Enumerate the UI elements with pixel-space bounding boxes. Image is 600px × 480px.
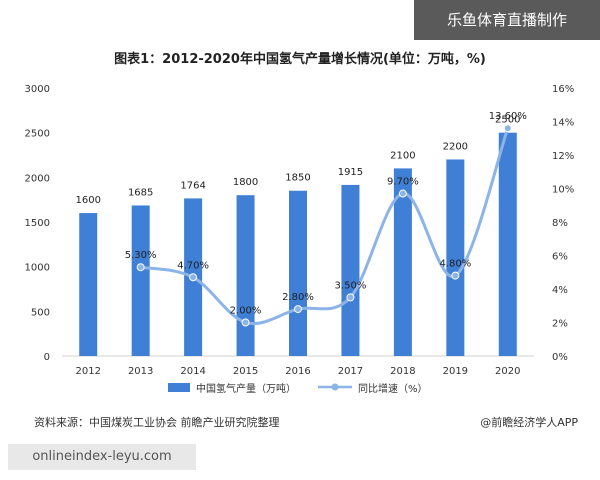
watermark-banner: 乐鱼体育直播制作 [414, 0, 600, 40]
legend-bar-swatch [168, 383, 190, 392]
x-tick-label: 2013 [128, 366, 153, 377]
bar [131, 205, 150, 356]
x-tick-label: 2019 [443, 366, 468, 377]
growth-value-label: 2.80% [282, 292, 314, 303]
x-tick-label: 2014 [180, 366, 205, 377]
y-left-tick-label: 0 [44, 352, 50, 363]
growth-value-label: 3.50% [335, 280, 367, 291]
growth-value-label: 2.00% [230, 306, 262, 317]
chart: 0 500 1000 1500 2000 2500 3000 0% 2% 4% 6% 8% 10% 12%… [25, 84, 575, 395]
y-right-tick-label: 0% [552, 352, 568, 363]
bar [446, 159, 465, 356]
growth-value-label: 4.70% [177, 260, 209, 271]
growth-point [451, 271, 460, 280]
x-tick-label: 2012 [75, 366, 100, 377]
y-right-tick-label: 12% [552, 151, 574, 162]
bar-value-label: 1685 [128, 187, 153, 198]
y-left-tick-label: 3000 [25, 84, 50, 95]
growth-value-label: 5.30% [125, 250, 157, 261]
x-tick-label: 2020 [495, 366, 520, 377]
growth-point [241, 318, 250, 327]
bar-value-label: 1800 [233, 177, 258, 188]
bar-value-label: 2200 [443, 141, 468, 152]
y-left-tick-label: 1500 [25, 218, 50, 229]
chart-title: 图表1：2012-2020年中国氢气产量增长情况(单位：万吨，%) [114, 52, 486, 67]
growth-value-label: 9.70% [387, 177, 419, 188]
url-watermark: onlineindex-leyu.com [8, 444, 196, 470]
x-tick-label: 2018 [390, 366, 415, 377]
bar-value-label: 1764 [180, 180, 205, 191]
bar-value-label: 1600 [75, 195, 100, 206]
bar [341, 184, 360, 356]
bar [498, 132, 517, 356]
bar [236, 195, 255, 356]
y-left-tick-label: 2000 [25, 173, 50, 184]
bar [393, 168, 412, 356]
growth-value-label: 13.60% [489, 111, 527, 122]
y-right-tick-label: 2% [552, 319, 568, 330]
growth-point [398, 189, 407, 198]
bar-value-label: 2100 [390, 150, 415, 161]
y-left-tick-label: 1000 [25, 263, 50, 274]
x-tick-label: 2017 [338, 366, 363, 377]
y-right-tick-label: 4% [552, 285, 568, 296]
legend-line-marker [331, 383, 339, 391]
growth-point [503, 124, 512, 133]
growth-point [294, 305, 302, 314]
bar-value-label: 2500 [495, 115, 520, 126]
source-note: 资料来源：中国煤炭工业协会 前瞻产业研究院整理 [34, 416, 280, 429]
growth-point [346, 293, 355, 302]
bar [79, 213, 98, 356]
brand-note: @前瞻经济学人APP [480, 416, 578, 429]
y-right-tick-label: 6% [552, 252, 568, 263]
growth-value-label: 4.80% [439, 259, 471, 270]
y-right-tick-label: 16% [552, 84, 574, 95]
legend-bar-label: 中国氢气产量（万吨） [196, 382, 296, 395]
y-right-tick-label: 14% [552, 118, 574, 129]
y-left-tick-label: 2500 [25, 129, 50, 140]
y-right-tick-label: 10% [552, 185, 574, 196]
y-left-tick-label: 500 [31, 307, 50, 318]
bar-value-label: 1915 [338, 167, 363, 178]
x-tick-label: 2015 [233, 366, 258, 377]
growth-point [189, 273, 198, 282]
x-tick-label: 2016 [285, 366, 310, 377]
legend-line-label: 同比增速（%） [358, 382, 428, 395]
bar-value-label: 1850 [285, 173, 310, 184]
y-right-tick-label: 8% [552, 218, 568, 229]
bar [289, 190, 307, 356]
growth-point [136, 263, 145, 272]
